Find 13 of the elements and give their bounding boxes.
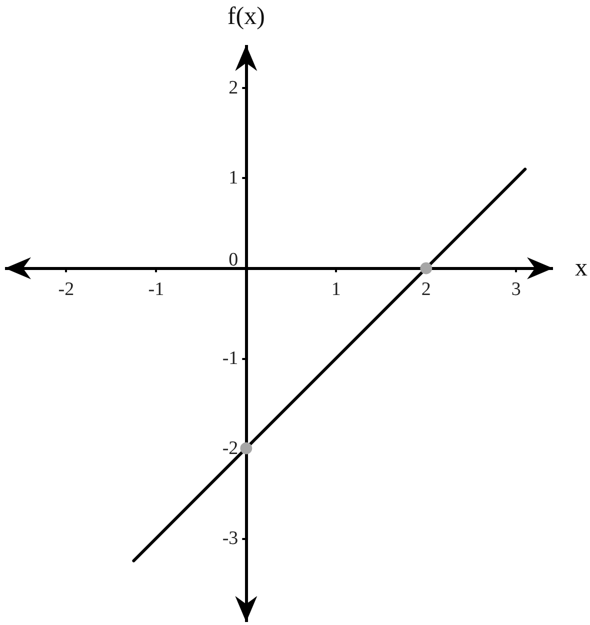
x-tick-label: 2 [421,279,431,300]
x-tick-label: 1 [331,279,341,300]
x-tick-label: 3 [511,279,521,300]
y-tick-label: 1 [228,168,238,189]
y-tick-label: -2 [222,438,238,459]
y-axis-title: f(x) [227,3,265,30]
y-tick-label: -3 [222,528,238,549]
x-tick-label: -2 [58,279,74,300]
x-axis-title: x [575,254,588,282]
y-tick-label: 2 [228,78,238,99]
y-tick-label: -1 [222,348,238,369]
x-tick-label: -1 [148,279,164,300]
y-tick-label: 0 [228,250,238,271]
